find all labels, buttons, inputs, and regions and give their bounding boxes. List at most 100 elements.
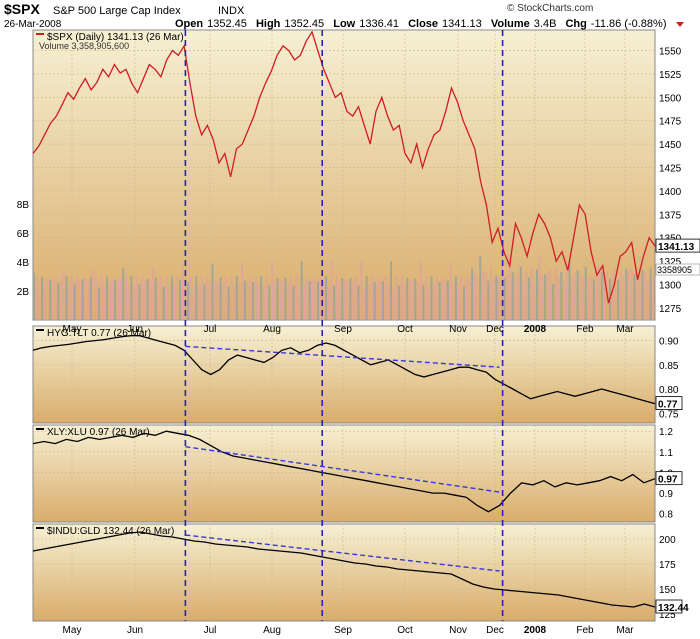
volume-bar	[303, 283, 306, 320]
volume-bar	[170, 276, 173, 320]
y-tick-label: 0.75	[659, 409, 679, 420]
volume-bar	[73, 283, 76, 320]
volume-bar	[149, 279, 152, 320]
volume-bar	[398, 286, 401, 320]
y-tick-label: 1275	[659, 304, 682, 315]
volume-value: 3.4B	[534, 18, 557, 30]
volume-bar	[95, 276, 98, 320]
volume-bar	[287, 283, 290, 320]
volume-bar	[206, 277, 209, 320]
volume-bar	[208, 281, 211, 320]
volume-bar	[395, 276, 398, 320]
date-label: 26-Mar-2008	[4, 19, 62, 30]
volume-bar	[87, 281, 90, 320]
volume-bar	[514, 277, 517, 320]
y-tick-label: 0.9	[659, 489, 673, 500]
volume-bar	[271, 261, 273, 320]
volume-bar	[41, 276, 44, 320]
volume-bar	[298, 286, 300, 320]
volume-bar	[254, 277, 257, 320]
legend: XLY:XLU 0.97 (26 Mar)	[36, 427, 150, 438]
volume-bar	[325, 276, 328, 320]
volume-bar	[649, 268, 652, 320]
volume-bar	[454, 276, 457, 320]
x-tick-label: Feb	[576, 324, 594, 335]
volume-bar	[327, 287, 330, 320]
volume-bar	[600, 272, 603, 320]
volume-tick-label: 2B	[17, 287, 30, 298]
legend: $INDU:GLD 132.44 (26 Mar)	[36, 526, 174, 537]
volume-bar	[465, 276, 468, 320]
volume-bar	[646, 281, 649, 320]
volume-bar	[279, 279, 282, 320]
volume-bar	[476, 278, 479, 320]
legend-swatch	[36, 428, 44, 430]
last-value-label: 0.77	[658, 400, 678, 411]
volume-bar	[373, 281, 376, 320]
volume-bar	[473, 272, 476, 320]
volume-bar	[130, 276, 133, 320]
volume-bar	[509, 255, 511, 320]
volume-bar	[68, 286, 71, 320]
volume-bar	[617, 280, 620, 320]
volume-bar	[498, 277, 501, 320]
volume-bar	[592, 279, 595, 320]
volume-bar	[384, 277, 387, 320]
volume-bar	[376, 278, 379, 320]
volume-bar	[487, 280, 490, 320]
exchange: INDX	[218, 5, 245, 17]
volume-bar	[414, 278, 417, 320]
volume-bar	[492, 279, 495, 320]
y-tick-label: 0.85	[659, 361, 679, 372]
x-tick-label: Dec	[486, 625, 504, 636]
volume-bar	[257, 284, 260, 320]
volume-bar	[173, 282, 176, 320]
legend-swatch	[36, 329, 44, 331]
volume-bar	[408, 280, 411, 320]
volume-bar	[192, 285, 195, 320]
volume-bar	[452, 283, 455, 320]
y-tick-label: 1375	[659, 210, 682, 221]
volume-bar	[317, 281, 319, 320]
volume-bar	[481, 271, 484, 320]
volume-bar	[495, 275, 498, 320]
volume-bar	[644, 271, 647, 320]
x-tick-label: Mar	[616, 324, 634, 335]
volume-bar	[381, 281, 384, 320]
volume-bar	[100, 276, 103, 320]
volume-bar	[565, 266, 568, 320]
volume-bar	[176, 277, 179, 320]
volume-bar	[538, 256, 541, 320]
volume-bar	[300, 261, 303, 320]
y-tick-label: 1300	[659, 280, 682, 291]
volume-bar	[400, 276, 403, 320]
volume-bar	[354, 276, 357, 320]
volume-tick-label: 4B	[17, 258, 30, 269]
y-tick-label: 0.90	[659, 337, 679, 348]
volume-bar	[368, 284, 371, 320]
y-tick-label: 125	[659, 610, 676, 621]
volume-bar	[536, 269, 538, 320]
open-label: Open	[175, 18, 203, 30]
x-tick-label: Nov	[449, 625, 467, 636]
volume-bar	[338, 282, 341, 320]
volume-bar	[184, 278, 187, 320]
volume-bar	[84, 278, 87, 320]
volume-bar	[641, 269, 644, 320]
volume-bar	[165, 276, 168, 320]
volume-bar	[341, 278, 344, 320]
volume-bar	[530, 268, 533, 320]
volume-bar	[246, 279, 249, 320]
x-tick-label: Mar	[616, 625, 634, 636]
volume-bar	[124, 276, 127, 320]
volume-bar	[619, 271, 622, 320]
volume-bar	[103, 285, 106, 320]
volume-bar	[114, 280, 117, 320]
volume-bar	[563, 281, 566, 320]
volume-bar	[433, 284, 436, 320]
panel-4: 125 150 175 200 $INDU:GLD 132.44 (26 Mar) 132…	[32, 523, 689, 622]
series-line	[32, 531, 656, 608]
volume-bar	[352, 282, 355, 320]
x-tick-label: Oct	[397, 324, 413, 335]
volume-bar	[227, 286, 230, 320]
